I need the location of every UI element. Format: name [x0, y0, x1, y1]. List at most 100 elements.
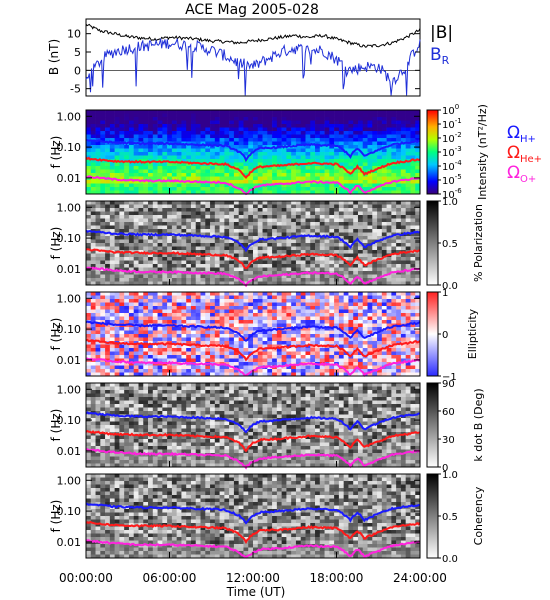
- spectrogram-cell: [114, 302, 120, 307]
- spectrogram-cell: [329, 110, 335, 114]
- spectrogram-cell: [138, 302, 144, 307]
- spectrogram-cell: [143, 267, 149, 272]
- spectrogram-cell: [262, 292, 268, 296]
- spectrogram-cell: [253, 162, 259, 167]
- spectrogram-cell: [353, 246, 359, 251]
- spectrogram-cell: [181, 134, 187, 139]
- spectrogram-cell: [362, 250, 368, 254]
- spectrogram-cell: [272, 113, 278, 118]
- spectrogram-cell: [224, 225, 230, 230]
- spectrogram-cell: [95, 355, 101, 359]
- spectrogram-cell: [362, 316, 368, 321]
- spectrogram-cell: [214, 274, 220, 279]
- spectrogram-cell: [372, 253, 378, 258]
- spectrogram-cell: [143, 204, 149, 209]
- spectrogram-cell: [286, 281, 292, 286]
- spectrogram-cell: [190, 208, 197, 212]
- spectrogram-cell: [243, 299, 249, 303]
- spectrogram-cell: [405, 208, 411, 212]
- spectrogram-cell: [157, 229, 163, 233]
- spectrogram-cell: [262, 190, 268, 195]
- spectrogram-cell: [334, 264, 340, 268]
- spectrogram-cell: [152, 145, 158, 149]
- spectrogram-cell: [181, 211, 187, 216]
- spectrogram-cell: [143, 358, 149, 363]
- spectrogram-cell: [214, 127, 220, 132]
- spectrogram-cell: [138, 334, 144, 338]
- spectrogram-cell: [329, 236, 335, 240]
- spectrogram-cell: [343, 124, 349, 128]
- spectrogram-cell: [386, 250, 392, 254]
- spectrogram-cell: [152, 334, 158, 338]
- spectrogram-cell: [186, 208, 192, 212]
- spectrogram-cell: [233, 281, 239, 286]
- spectrogram-cell: [171, 110, 177, 114]
- spectrogram-cell: [343, 302, 349, 307]
- spectrogram-cell: [267, 138, 273, 142]
- spectrogram-cell: [295, 110, 302, 114]
- spectrogram-cell: [343, 218, 349, 223]
- spectrogram-cell: [372, 351, 378, 356]
- spectrogram-cell: [334, 246, 340, 251]
- spectrogram-cell: [186, 281, 192, 286]
- spectrogram-cell: [105, 274, 111, 279]
- spectrogram-cell: [200, 183, 206, 188]
- spectrogram-cell: [272, 152, 278, 156]
- spectrogram-cell: [195, 148, 201, 153]
- spectrogram-cell: [157, 145, 163, 149]
- spectrogram-cell: [210, 173, 216, 177]
- spectrogram-cell: [152, 110, 158, 114]
- spectrogram-cell: [253, 180, 259, 184]
- spectrogram-cell: [90, 355, 96, 359]
- spectrogram-cell: [114, 292, 120, 296]
- spectrogram-cell: [186, 351, 192, 356]
- spectrogram-cell: [300, 246, 306, 251]
- spectrogram-cell: [272, 232, 278, 237]
- y-tick-label: -5: [70, 83, 81, 96]
- spectrogram-cell: [128, 127, 135, 132]
- spectrogram-cell: [357, 211, 364, 216]
- spectrogram-cell: [362, 201, 368, 205]
- spectrogram-cell: [276, 155, 282, 160]
- spectrogram-cell: [286, 313, 292, 317]
- spectrogram-cell: [148, 337, 154, 342]
- spectrogram-cell: [334, 274, 340, 279]
- spectrogram-cell: [391, 246, 397, 251]
- spectrogram-cell: [190, 169, 197, 174]
- spectrogram-cell: [248, 295, 254, 300]
- spectrogram-cell: [162, 166, 168, 170]
- spectrogram-cell: [205, 145, 211, 149]
- spectrogram-cell: [295, 176, 302, 181]
- spectrogram-cell: [310, 267, 316, 272]
- spectrogram-cell: [210, 218, 216, 223]
- spectrogram-cell: [114, 362, 120, 366]
- spectrogram-cell: [86, 110, 92, 114]
- spectrogram-cell: [372, 281, 378, 286]
- spectrogram-cell: [214, 113, 220, 118]
- spectrogram-cell: [272, 159, 278, 163]
- spectrogram-cell: [343, 313, 349, 317]
- spectrogram-cell: [229, 117, 235, 121]
- spectrogram-cell: [400, 204, 406, 209]
- spectrogram-cell: [243, 302, 249, 307]
- spectrogram-cell: [300, 323, 306, 328]
- spectrogram-cell: [305, 250, 311, 254]
- spectrogram-cell: [114, 190, 120, 195]
- spectrogram-cell: [276, 267, 282, 272]
- spectrogram-cell: [343, 355, 349, 359]
- spectrogram-cell: [267, 271, 273, 275]
- spectrogram-cell: [377, 292, 383, 296]
- spectrogram-cell: [224, 215, 230, 219]
- spectrogram-cell: [248, 250, 254, 254]
- spectrogram-cell: [233, 309, 239, 314]
- spectrogram-cell: [353, 141, 359, 146]
- spectrogram-cell: [148, 236, 154, 240]
- spectrogram-cell: [310, 229, 316, 233]
- spectrogram-cell: [334, 239, 340, 244]
- spectrogram-cell: [109, 348, 115, 352]
- spectrogram-cell: [219, 208, 225, 212]
- spectrogram-cell: [257, 201, 263, 205]
- spectrogram-cell: [253, 292, 259, 296]
- spectrogram-cell: [400, 120, 406, 125]
- spectrogram-cell: [233, 173, 239, 177]
